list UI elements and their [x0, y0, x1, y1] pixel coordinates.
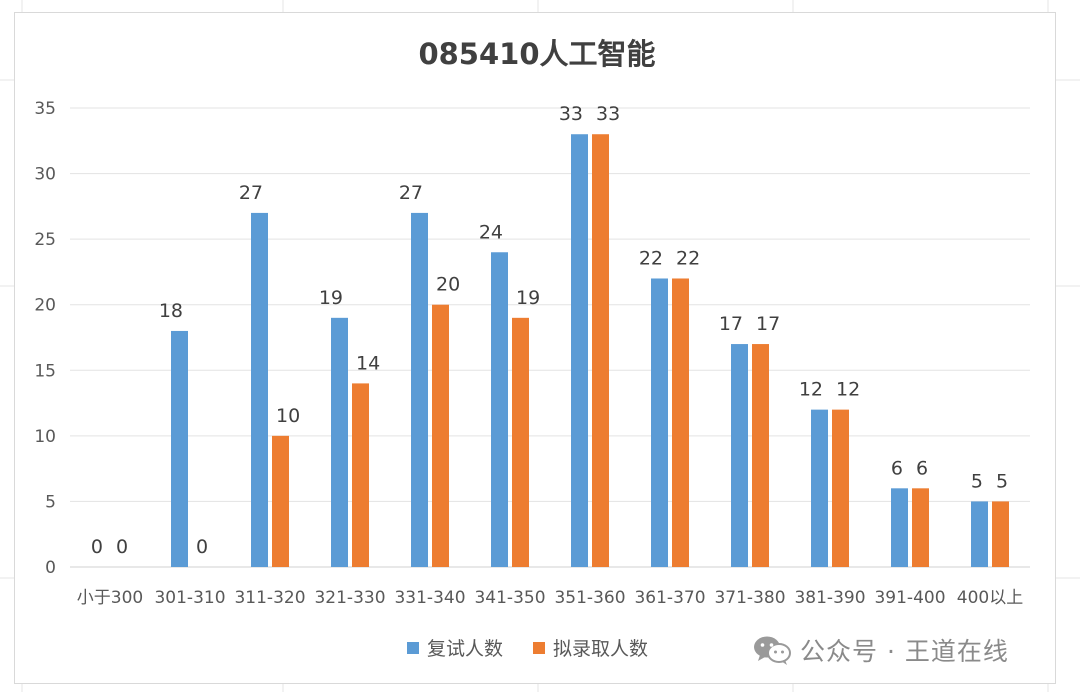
bar-retest — [651, 278, 668, 567]
x-category-label: 391-400 — [874, 588, 945, 608]
legend: 复试人数 拟录取人数 — [407, 638, 648, 660]
x-category-label: 331-340 — [394, 588, 465, 608]
x-axis-categories: 小于300 301-310 311-320 321-330 331-340 341-350… — [77, 588, 1023, 608]
x-category-label: 371-380 — [714, 588, 785, 608]
bar-admitted — [832, 409, 849, 567]
data-label-admitted: 17 — [756, 313, 780, 335]
data-label-retest: 27 — [399, 182, 423, 204]
data-label-admitted: 33 — [596, 103, 620, 125]
y-tick-label: 30 — [34, 165, 56, 185]
bar-retest — [171, 330, 188, 567]
bar-retest — [891, 488, 908, 567]
x-category-label: 321-330 — [314, 588, 385, 608]
data-label-admitted: 5 — [996, 470, 1008, 492]
bar-retest — [491, 252, 508, 567]
legend-label-retest: 复试人数 — [427, 638, 503, 660]
bar-admitted — [752, 344, 769, 567]
data-label-retest: 12 — [799, 379, 823, 401]
data-label-retest: 0 — [91, 536, 103, 558]
bar-retest — [331, 317, 348, 567]
bar-admitted — [992, 501, 1009, 567]
y-tick-label: 20 — [34, 296, 56, 316]
bar-admitted — [352, 383, 369, 567]
wechat-icon — [754, 636, 791, 665]
data-label-admitted: 19 — [516, 287, 540, 309]
bar-admitted — [592, 134, 609, 567]
y-axis-ticks: 0 5 10 15 20 25 30 35 — [34, 99, 56, 578]
gridlines — [70, 107, 1030, 568]
bar-admitted — [272, 435, 289, 567]
bar-retest — [971, 501, 988, 567]
data-label-admitted: 10 — [276, 405, 300, 427]
data-label-admitted: 0 — [196, 536, 208, 558]
data-label-admitted: 12 — [836, 379, 860, 401]
data-label-retest: 27 — [239, 182, 263, 204]
x-category-label: 381-390 — [794, 588, 865, 608]
bar-admitted — [912, 488, 929, 567]
bar-admitted — [672, 278, 689, 567]
y-tick-label: 10 — [34, 427, 56, 447]
y-tick-label: 15 — [34, 361, 56, 381]
data-label-retest: 5 — [971, 470, 983, 492]
legend-swatch-retest — [407, 642, 419, 654]
data-label-retest: 24 — [479, 221, 503, 243]
data-label-admitted: 20 — [436, 274, 460, 296]
bar-admitted — [512, 317, 529, 567]
y-tick-label: 0 — [45, 558, 56, 578]
bar-retest — [411, 212, 428, 567]
x-category-label: 341-350 — [474, 588, 545, 608]
x-category-label: 400以上 — [957, 588, 1023, 608]
data-label-retest: 6 — [891, 457, 903, 479]
bar-retest — [251, 212, 268, 567]
legend-label-admitted: 拟录取人数 — [553, 638, 648, 660]
x-category-label: 361-370 — [634, 588, 705, 608]
data-label-retest: 33 — [559, 103, 583, 125]
data-label-admitted: 14 — [356, 352, 380, 374]
watermark-text: 公众号 · 王道在线 — [800, 637, 1009, 666]
bar-retest — [731, 344, 748, 567]
x-category-label: 小于300 — [77, 588, 143, 608]
data-label-admitted: 6 — [916, 457, 928, 479]
data-label-admitted: 0 — [116, 536, 128, 558]
data-label-retest: 19 — [319, 287, 343, 309]
bar-retest — [811, 409, 828, 567]
x-category-label: 301-310 — [154, 588, 225, 608]
legend-swatch-admitted — [533, 642, 545, 654]
x-category-label: 311-320 — [234, 588, 305, 608]
bar-retest — [571, 134, 588, 567]
x-category-label: 351-360 — [554, 588, 625, 608]
bars — [171, 134, 1009, 567]
y-tick-label: 5 — [45, 492, 56, 512]
data-label-retest: 22 — [639, 247, 663, 269]
data-label-retest: 18 — [159, 300, 183, 322]
chart-title: 085410人工智能 — [418, 37, 655, 71]
y-tick-label: 25 — [34, 230, 56, 250]
watermark: 公众号 · 王道在线 — [752, 630, 1009, 670]
data-label-admitted: 22 — [676, 247, 700, 269]
bar-admitted — [432, 304, 449, 567]
data-label-retest: 17 — [719, 313, 743, 335]
y-tick-label: 35 — [34, 99, 56, 119]
